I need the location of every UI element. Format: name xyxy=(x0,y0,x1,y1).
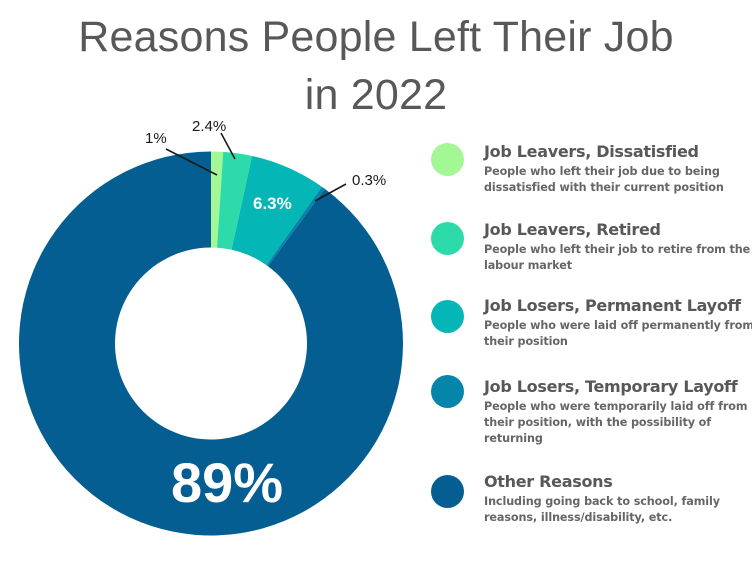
donut-slice-retired xyxy=(217,151,253,250)
legend-dot-icon xyxy=(431,143,464,176)
legend-dot-icon xyxy=(431,375,464,408)
slice-label-permanent-layoff: 6.3% xyxy=(253,194,292,213)
leader-line-0-3pct xyxy=(314,183,347,202)
leader-line-1pct xyxy=(165,148,218,176)
donut-slice-permanent-layoff xyxy=(231,155,322,266)
legend-dot-icon xyxy=(431,300,464,333)
slice-label-other-reasons: 89% xyxy=(171,451,283,514)
legend-item-title: Other Reasons xyxy=(484,472,613,491)
legend-item-description: People who left their job to retire from… xyxy=(484,243,751,272)
leader-line-2-4pct xyxy=(220,132,236,160)
slice-label-dissatisfied: 1% xyxy=(145,130,167,147)
legend-item-description: People who were laid off permanently fro… xyxy=(484,319,752,348)
donut-slices xyxy=(18,151,403,536)
legend-item-description: People who left their job due to being d… xyxy=(484,165,724,194)
legend-dot-icon xyxy=(431,222,464,255)
donut-slice-other-reasons xyxy=(18,151,403,536)
donut-slice-temporary-layoff xyxy=(266,186,325,267)
slice-label-retired: 2.4% xyxy=(192,118,226,135)
donut-slice-dissatisfied xyxy=(211,151,224,248)
legend-item-title: Job Leavers, Dissatisfied xyxy=(484,142,699,161)
legend-item-description: People who were temporarily laid off fro… xyxy=(484,400,748,445)
leader-lines xyxy=(165,132,347,202)
legend-item-title: Job Losers, Permanent Layoff xyxy=(484,296,741,315)
legend-item-title: Job Losers, Temporary Layoff xyxy=(484,377,738,396)
legend-dot-icon xyxy=(431,475,464,508)
chart-title-line-1: Reasons People Left Their Job xyxy=(78,13,674,61)
chart-title: Reasons People Left Their Job in 2022 xyxy=(0,8,752,124)
legend-item-title: Job Leavers, Retired xyxy=(484,220,661,239)
legend-item-description: Including going back to school, family r… xyxy=(484,495,720,524)
chart-title-line-2: in 2022 xyxy=(304,71,448,119)
slice-label-temporary-layoff: 0.3% xyxy=(352,172,386,189)
